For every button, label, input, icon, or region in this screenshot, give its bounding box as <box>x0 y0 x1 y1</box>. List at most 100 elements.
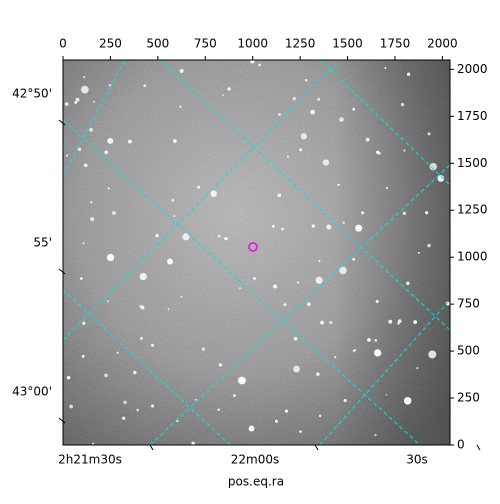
star <box>281 227 285 231</box>
x-tick-label: 1500 <box>332 37 363 51</box>
star <box>139 272 147 281</box>
star <box>66 375 71 380</box>
star <box>104 150 109 155</box>
ra-label: 2h21m30s <box>58 453 122 467</box>
star <box>64 102 69 106</box>
dec-tick <box>58 268 66 275</box>
star <box>416 367 419 369</box>
star <box>136 408 139 412</box>
star <box>182 233 190 241</box>
star <box>316 372 320 376</box>
star <box>224 237 228 241</box>
frame <box>62 59 451 446</box>
star <box>284 409 289 413</box>
wcs-grid-line <box>63 119 421 445</box>
star <box>75 97 80 102</box>
star <box>326 224 332 230</box>
star <box>406 281 410 285</box>
star <box>375 299 379 303</box>
star <box>374 338 378 342</box>
star <box>365 137 370 142</box>
star <box>93 100 96 103</box>
x-tick-label: 500 <box>146 37 169 51</box>
ra-tick <box>476 444 481 451</box>
wcs-grid-line <box>159 60 450 331</box>
star <box>343 398 347 403</box>
star <box>403 149 406 152</box>
dec-label: 55' <box>33 236 52 250</box>
star <box>376 150 380 154</box>
x-tick-label: 750 <box>194 37 217 51</box>
ra-tick <box>149 444 154 451</box>
star <box>173 215 176 217</box>
star <box>403 397 412 405</box>
star <box>299 430 302 433</box>
star <box>354 349 357 352</box>
star <box>201 347 205 351</box>
star <box>140 336 143 340</box>
star <box>445 301 450 306</box>
star <box>80 85 89 94</box>
star <box>81 354 85 358</box>
star <box>173 139 177 143</box>
wcs-grid-line <box>319 299 450 445</box>
star <box>311 224 315 228</box>
star <box>217 234 221 238</box>
star <box>352 257 356 261</box>
star <box>210 190 217 198</box>
star <box>238 376 246 385</box>
star <box>385 186 389 190</box>
star <box>329 320 333 325</box>
star <box>107 137 114 144</box>
star <box>65 154 69 157</box>
x-tick-label: 1750 <box>380 37 411 51</box>
star <box>133 370 137 375</box>
dec-label: 43°00' <box>12 385 52 399</box>
star <box>337 183 340 187</box>
star <box>107 187 110 190</box>
star <box>179 68 184 73</box>
star <box>167 258 173 265</box>
star <box>222 94 224 96</box>
star <box>277 193 282 198</box>
wcs-grid-line <box>149 164 450 445</box>
star <box>339 266 347 275</box>
ra-tick <box>314 444 319 451</box>
star <box>306 302 311 307</box>
star <box>427 243 431 248</box>
ra-label: 22m00s <box>231 453 279 467</box>
star <box>112 210 117 215</box>
star <box>151 404 155 408</box>
y-tick-label: 1250 <box>457 203 488 217</box>
x-tick-label: 1250 <box>285 37 316 51</box>
star <box>151 343 155 347</box>
star <box>77 147 82 152</box>
star <box>406 72 411 76</box>
star <box>374 349 382 357</box>
star <box>299 148 303 152</box>
star <box>218 363 223 367</box>
star <box>322 159 330 166</box>
wcs-grid-line <box>63 289 231 445</box>
star <box>437 175 445 182</box>
x-axis-label: pos.eq.ra <box>228 475 284 489</box>
star <box>171 199 175 202</box>
star <box>104 373 108 378</box>
star <box>400 103 405 107</box>
star <box>143 84 147 88</box>
ra-label: 30s <box>406 453 428 467</box>
star <box>69 404 74 409</box>
star <box>352 107 356 111</box>
x-tick-label: 0 <box>59 37 67 51</box>
star <box>123 400 127 405</box>
star <box>79 277 83 280</box>
star <box>89 127 94 132</box>
y-tick-label: 1750 <box>457 109 488 123</box>
x-tick-label: 250 <box>99 37 122 51</box>
star <box>342 221 345 224</box>
target-marker <box>248 242 258 252</box>
y-tick-label: 750 <box>457 297 480 311</box>
star <box>116 351 119 354</box>
star <box>90 217 95 222</box>
star <box>402 211 407 216</box>
